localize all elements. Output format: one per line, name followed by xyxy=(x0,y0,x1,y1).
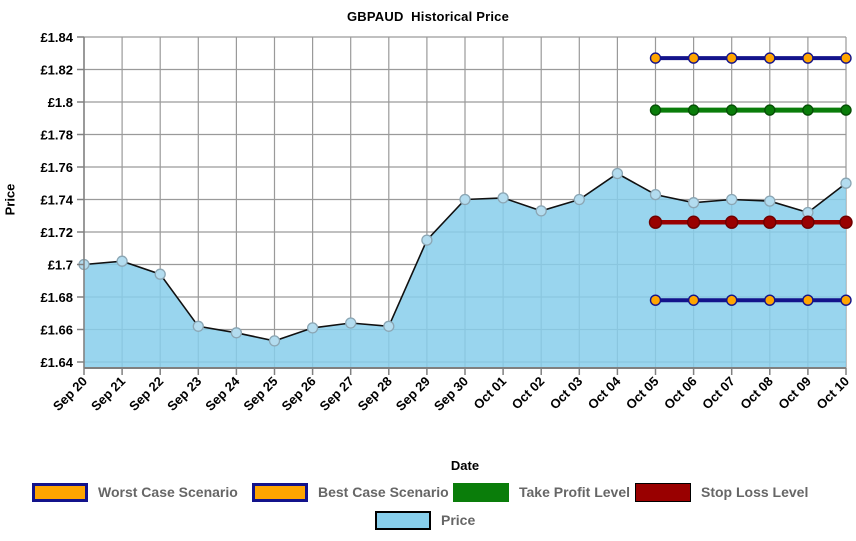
price-marker xyxy=(154,268,166,280)
x-tick-label: Sep 26 xyxy=(278,374,318,414)
x-tick-label: Oct 04 xyxy=(585,373,624,412)
x-tick-label: Sep 21 xyxy=(88,374,128,414)
price-marker xyxy=(306,322,319,334)
worst-case-swatch xyxy=(32,482,88,502)
x-axis-title: Date xyxy=(450,458,480,473)
level-marker xyxy=(649,294,662,306)
x-tick-label: Sep 23 xyxy=(164,374,204,414)
level-marker xyxy=(649,104,662,116)
x-tick-label: Oct 03 xyxy=(547,374,586,413)
legend-item-take-profit: Take Profit Level xyxy=(453,482,630,502)
x-tick-label: Oct 02 xyxy=(509,374,548,413)
price-marker xyxy=(764,195,776,207)
y-tick-label: £1.78 xyxy=(40,128,73,143)
x-tick-label: Sep 30 xyxy=(431,374,471,414)
y-tick-label: £1.8 xyxy=(48,95,73,110)
price-marker xyxy=(649,188,662,201)
legend-item-stop-loss: Stop Loss Level xyxy=(635,482,808,502)
x-tick-label: Oct 08 xyxy=(737,374,776,413)
plot-area: £1.84 £1.82 £1.8 £1.78 £1.76 £1.74 £1.72 £1.7 £1… xyxy=(40,30,853,414)
x-tick-label: Oct 05 xyxy=(623,374,662,413)
best-case-label: Best Case Scenario xyxy=(318,484,449,500)
level-marker xyxy=(687,52,700,64)
x-tick-label: Sep 22 xyxy=(126,374,166,414)
level-marker xyxy=(649,52,662,64)
y-tick-label: £1.74 xyxy=(40,193,73,208)
price-marker xyxy=(573,193,585,206)
y-tick-label: £1.66 xyxy=(40,323,73,338)
level-marker xyxy=(726,52,738,64)
level-marker xyxy=(802,104,814,116)
y-tick-label: £1.64 xyxy=(40,355,73,370)
price-marker xyxy=(230,327,243,339)
price-marker xyxy=(116,255,128,267)
x-tick-label: Oct 01 xyxy=(471,374,510,413)
worst-case-label: Worst Case Scenario xyxy=(98,484,238,500)
x-tick-label: Sep 20 xyxy=(50,374,90,414)
price-swatch xyxy=(375,510,431,530)
y-tick-label: £1.84 xyxy=(40,30,73,45)
level-marker xyxy=(764,104,776,116)
y-tick-label: £1.68 xyxy=(40,290,73,305)
price-marker xyxy=(421,234,433,246)
level-marker xyxy=(726,294,738,306)
price-marker xyxy=(611,167,624,180)
level-marker xyxy=(840,52,852,64)
level-marker xyxy=(687,104,700,116)
level-marker xyxy=(686,215,701,229)
level-marker xyxy=(726,104,738,116)
x-tick-label: Sep 28 xyxy=(355,374,395,414)
level-marker xyxy=(648,215,663,229)
best-case-swatch xyxy=(252,482,308,502)
take-profit-label: Take Profit Level xyxy=(519,484,631,500)
level-marker xyxy=(725,215,739,229)
x-tick-label: Oct 07 xyxy=(699,374,738,413)
take-profit-swatch xyxy=(453,482,509,502)
x-tick-label: Oct 09 xyxy=(775,374,814,413)
x-tick-label: Oct 10 xyxy=(813,374,852,413)
stop-loss-label: Stop Loss Level xyxy=(701,484,809,500)
price-marker xyxy=(459,193,471,206)
level-marker xyxy=(802,52,814,64)
y-tick-label: £1.82 xyxy=(40,63,73,78)
x-tick-label: Sep 25 xyxy=(240,374,280,414)
price-marker xyxy=(345,317,357,329)
legend-item-best-case: Best Case Scenario xyxy=(252,482,449,502)
level-marker xyxy=(687,294,700,306)
x-tick-label: Sep 24 xyxy=(202,373,243,414)
price-marker xyxy=(535,205,547,217)
x-tick-label: Oct 06 xyxy=(661,374,700,413)
x-tick-label: Sep 29 xyxy=(393,374,433,414)
level-marker xyxy=(764,52,776,64)
price-marker xyxy=(726,193,738,206)
chart-title: GBPAUD Historical Price xyxy=(346,9,510,24)
price-marker xyxy=(192,320,204,332)
price-marker xyxy=(687,197,700,209)
level-marker xyxy=(840,104,852,116)
y-tick-label: £1.72 xyxy=(40,225,73,240)
level-marker xyxy=(764,294,776,306)
price-marker xyxy=(497,192,509,204)
y-tick-label: £1.7 xyxy=(48,258,73,273)
legend-item-worst-case: Worst Case Scenario xyxy=(32,482,238,502)
level-marker xyxy=(802,294,814,306)
price-marker xyxy=(383,320,395,332)
level-marker xyxy=(839,215,853,229)
price-marker xyxy=(268,335,281,347)
price-label: Price xyxy=(441,512,476,528)
level-marker xyxy=(801,215,815,229)
level-marker xyxy=(763,215,777,229)
y-tick-label: £1.76 xyxy=(40,160,73,175)
stop-loss-swatch xyxy=(635,482,691,502)
price-marker xyxy=(840,177,852,189)
level-marker xyxy=(840,294,852,306)
legend-item-price: Price xyxy=(375,510,475,530)
x-tick-label: Sep 27 xyxy=(317,374,357,414)
